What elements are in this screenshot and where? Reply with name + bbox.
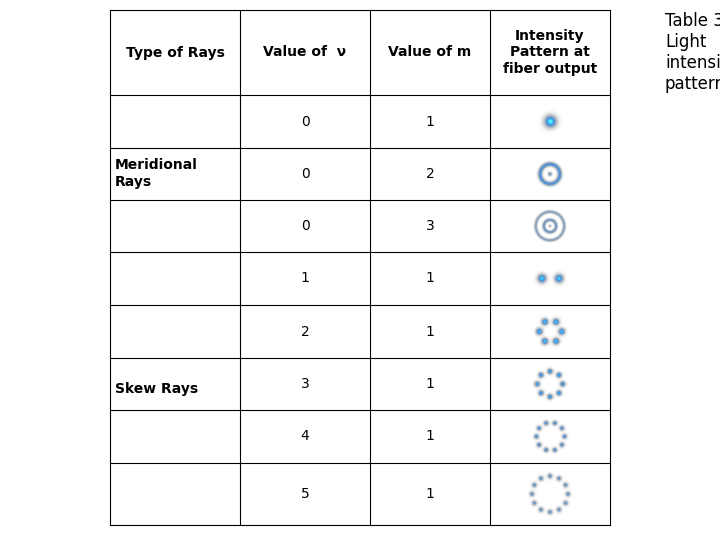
Text: 0: 0 (301, 167, 310, 181)
Text: 1: 1 (426, 377, 434, 391)
Text: 1: 1 (426, 429, 434, 443)
Text: Meridional
Rays: Meridional Rays (115, 158, 198, 188)
Text: Type of Rays: Type of Rays (125, 45, 225, 59)
Text: 2: 2 (426, 167, 434, 181)
Text: 1: 1 (300, 272, 310, 286)
Text: 1: 1 (426, 272, 434, 286)
Text: Skew Rays: Skew Rays (115, 381, 198, 395)
Text: 1: 1 (426, 325, 434, 339)
Text: 4: 4 (301, 429, 310, 443)
Text: Table 3.1
Light
intensity
patterns.: Table 3.1 Light intensity patterns. (665, 12, 720, 93)
Text: 0: 0 (301, 219, 310, 233)
Text: Intensity
Pattern at
fiber output: Intensity Pattern at fiber output (503, 29, 597, 76)
Text: Value of m: Value of m (388, 45, 472, 59)
Text: 1: 1 (426, 487, 434, 501)
Text: Value of  ν: Value of ν (264, 45, 346, 59)
Text: 1: 1 (426, 114, 434, 129)
Text: 3: 3 (301, 377, 310, 391)
Text: 3: 3 (426, 219, 434, 233)
Text: 5: 5 (301, 487, 310, 501)
Text: 2: 2 (301, 325, 310, 339)
Text: 0: 0 (301, 114, 310, 129)
